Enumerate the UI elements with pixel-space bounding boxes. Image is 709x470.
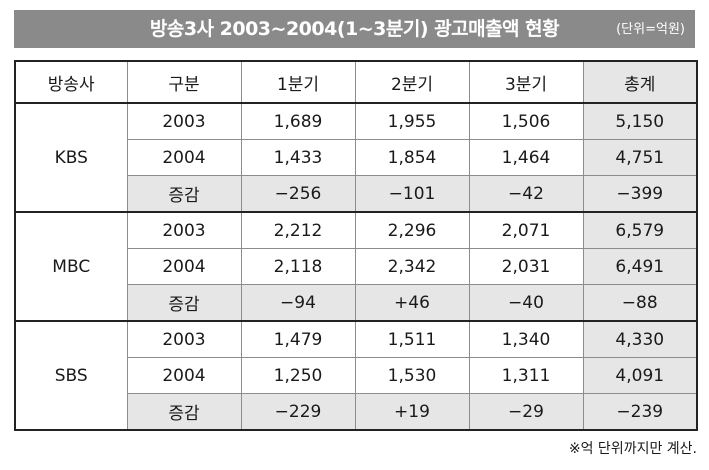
category-cell: 2003	[126, 320, 242, 358]
page-title: 방송3사 2003~2004(1~3분기) 광고매출액 현황	[149, 18, 560, 40]
title-bar: 방송3사 2003~2004(1~3분기) 광고매출액 현황 (단위=억원)	[14, 10, 695, 48]
q2-cell: 1,854	[354, 139, 470, 176]
category-cell: 2003	[126, 211, 242, 249]
q1-cell: 1,250	[240, 357, 356, 394]
q3-cell: 1,464	[468, 139, 584, 176]
q2-cell: −101	[354, 175, 470, 213]
table-row: MBC 2003 2,212 2,296 2,071 6,579	[14, 211, 698, 322]
q1-cell: 1,479	[240, 320, 356, 358]
total-cell: 6,491	[582, 248, 698, 285]
col-header-total: 총계	[582, 60, 698, 104]
header-row: 방송사 구분 1분기 2분기 3분기 총계	[14, 60, 698, 104]
table-row: 증감 −94 +46 −40 −88	[15, 284, 698, 322]
category-cell: 2004	[126, 357, 242, 394]
q2-cell: 2,342	[354, 248, 470, 285]
q3-cell: 1,340	[468, 320, 584, 358]
q3-cell: 1,506	[468, 102, 584, 140]
category-cell: 증감	[126, 175, 242, 213]
category-cell: 2003	[126, 102, 242, 140]
q2-cell: 1,955	[354, 102, 470, 140]
broadcaster-cell: MBC	[14, 211, 128, 322]
unit-label: (단위=억원)	[616, 22, 685, 37]
q1-cell: −256	[240, 175, 356, 213]
col-header-q2: 2분기	[354, 60, 470, 104]
table-row: KBS 2003 1,689 1,955 1,506 5,150	[14, 102, 698, 213]
total-cell: 4,091	[582, 357, 698, 394]
q1-cell: 1,689	[240, 102, 356, 140]
q3-cell: −42	[468, 175, 584, 213]
table-row: SBS 2003 1,479 1,511 1,340 4,330	[14, 320, 698, 431]
q1-cell: −94	[240, 284, 356, 322]
q2-cell: +46	[354, 284, 470, 322]
category-cell: 2004	[126, 248, 242, 285]
table-row: 2004 2,118 2,342 2,031 6,491	[15, 248, 698, 285]
table-row: 2004 1,250 1,530 1,311 4,091	[15, 357, 698, 394]
q2-cell: 1,530	[354, 357, 470, 394]
total-cell: −88	[582, 284, 698, 322]
q3-cell: 2,031	[468, 248, 584, 285]
table-row: 증감 −256 −101 −42 −399	[15, 175, 698, 213]
q2-cell: 1,511	[354, 320, 470, 358]
q1-cell: 1,433	[240, 139, 356, 176]
q2-cell: 2,296	[354, 211, 470, 249]
table-row: 증감 −229 +19 −29 −239	[15, 393, 698, 431]
col-header-q3: 3분기	[468, 60, 584, 104]
table-row: 2004 1,433 1,854 1,464 4,751	[15, 139, 698, 176]
total-cell: 6,579	[582, 211, 698, 249]
col-header-category: 구분	[126, 60, 242, 104]
total-cell: 5,150	[582, 102, 698, 140]
broadcaster-cell: KBS	[14, 102, 128, 213]
q1-cell: 2,118	[240, 248, 356, 285]
category-cell: 증감	[126, 284, 242, 322]
category-cell: 2004	[126, 139, 242, 176]
col-header-broadcaster: 방송사	[14, 60, 128, 104]
category-cell: 증감	[126, 393, 242, 431]
q3-cell: −29	[468, 393, 584, 431]
total-cell: −239	[582, 393, 698, 431]
q3-cell: −40	[468, 284, 584, 322]
col-header-q1: 1분기	[240, 60, 356, 104]
broadcaster-cell: SBS	[14, 320, 128, 431]
q1-cell: −229	[240, 393, 356, 431]
total-cell: 4,330	[582, 320, 698, 358]
footnote: ※억 단위까지만 계산.	[568, 441, 697, 457]
q2-cell: +19	[354, 393, 470, 431]
total-cell: −399	[582, 175, 698, 213]
table-body: KBS 2003 1,689 1,955 1,506 5,150 2004 1,433 1,85…	[14, 102, 698, 431]
ad-revenue-table: 방송사 구분 1분기 2분기 3분기 총계 KBS 2003 1,689 1,955 1…	[14, 60, 698, 431]
q1-cell: 2,212	[240, 211, 356, 249]
total-cell: 4,751	[582, 139, 698, 176]
q3-cell: 1,311	[468, 357, 584, 394]
q3-cell: 2,071	[468, 211, 584, 249]
